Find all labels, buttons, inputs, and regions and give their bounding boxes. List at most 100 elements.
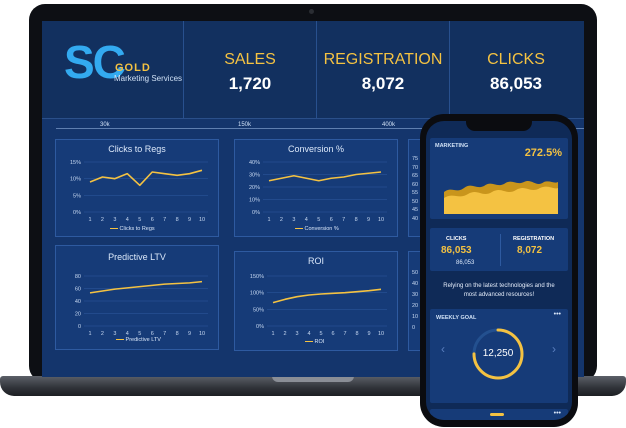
x-tick-label: 4	[305, 217, 308, 223]
y-tick-label: 70	[412, 164, 419, 171]
x-tick-label: 7	[342, 217, 345, 223]
laptop-hinge-notch	[272, 376, 354, 382]
y-tick-label: 40	[412, 215, 419, 222]
registration-value: 8,072	[361, 74, 405, 93]
chart-title: Conversion %	[287, 144, 345, 154]
y-tick-label: 0%	[256, 324, 264, 330]
x-tick-label: 9	[367, 331, 370, 337]
series-line	[268, 171, 382, 182]
scale-label: 30k	[100, 122, 110, 128]
x-tick-label: 8	[176, 217, 179, 223]
chart-legend: Clicks to Regs	[110, 226, 155, 232]
chart-panel-predictive-ltv: Predictive LTV 80 60 40 20 0 1 2 3 4 5 6 7 8 9 10 Pred…	[55, 245, 219, 350]
y-tick-label: 20	[412, 303, 419, 309]
chart-title: Predictive LTV	[108, 252, 166, 262]
brand-logo-initials: SC	[64, 36, 126, 88]
phone-notch	[466, 119, 532, 131]
legend-swatch	[305, 341, 313, 343]
x-tick-label: 5	[138, 217, 141, 223]
y-tick-label: 60	[75, 287, 81, 293]
x-tick-label: 8	[355, 331, 358, 337]
x-tick-label: 9	[188, 331, 191, 337]
header-divider	[183, 21, 184, 118]
x-tick-label: 2	[101, 217, 104, 223]
weekly-goal-card: WEEKLY GOAL ••• ‹ › 12,250	[430, 309, 568, 403]
area-series-front	[444, 186, 558, 214]
y-tick-label: 10%	[70, 177, 81, 183]
phone-registration-label: REGISTRATION	[513, 236, 555, 242]
camera	[309, 9, 314, 14]
conversion-chart: 40% 30% 20% 10% 0% 1 2 3 4 5 6 7 8 9 10	[249, 160, 387, 223]
phone-message: Relying on the latest technologies and t…	[443, 283, 555, 298]
chart-legend: ROI	[305, 339, 324, 345]
x-tick-label: 3	[113, 217, 116, 223]
chart-legend: Predictive LTV	[116, 337, 161, 343]
x-tick-label: 6	[151, 331, 154, 337]
chart-legend: Conversion %	[295, 226, 339, 232]
x-tick-label: 8	[355, 217, 358, 223]
chart-panel-roi: ROI 150% 100% 50% 0% 1 2 3 4 5 6 7 8 9 10 ROI	[234, 251, 398, 351]
chevron-left-icon[interactable]: ‹	[441, 342, 445, 356]
x-tick-label: 6	[330, 217, 333, 223]
y-tick-label: 20	[75, 312, 81, 318]
y-tick-label: 0	[412, 325, 416, 331]
y-tick-label: 40	[75, 299, 81, 305]
brand-logo-gold: GOLD	[115, 62, 151, 74]
phone-registration-value: 8,072	[517, 245, 543, 256]
phone-sub-value: 86,053	[456, 260, 475, 266]
series-line	[272, 288, 382, 304]
y-tick-label: 40%	[249, 160, 260, 166]
x-tick-label: 4	[126, 217, 129, 223]
series-line	[89, 169, 203, 187]
clicks-to-regs-chart: 15% 10% 5% 0% 1 2 3 4 5 6 7 8 9 10	[70, 160, 208, 223]
x-tick-label: 8	[176, 331, 179, 337]
scale-label: 150k	[238, 122, 252, 128]
clicks-value: 86,053	[490, 74, 542, 93]
more-icon[interactable]: •••	[553, 410, 561, 417]
x-tick-label: 7	[343, 331, 346, 337]
x-tick-label: 2	[283, 331, 286, 337]
legend-label: Conversion %	[304, 226, 339, 232]
y-tick-label: 80	[75, 274, 81, 280]
x-tick-label: 9	[188, 217, 191, 223]
x-tick-label: 5	[138, 331, 141, 337]
legend-swatch	[295, 228, 303, 230]
weekly-goal-label: WEEKLY GOAL	[436, 315, 477, 321]
x-tick-label: 1	[88, 217, 91, 223]
x-tick-label: 3	[292, 217, 295, 223]
scale-label: 400k	[382, 122, 396, 128]
y-tick-label: 5%	[73, 193, 81, 199]
x-tick-label: 10	[378, 331, 384, 337]
next-card: •••	[430, 409, 568, 420]
chevron-right-icon[interactable]: ›	[552, 342, 556, 356]
y-tick-label: 50%	[253, 307, 264, 313]
x-tick-label: 4	[126, 331, 129, 337]
header-divider	[449, 21, 450, 118]
phone-clicks-value: 86,053	[441, 245, 472, 256]
x-tick-label: 3	[113, 331, 116, 337]
legend-label: Clicks to Regs	[119, 226, 155, 232]
marketing-value: 272.5%	[524, 147, 562, 159]
x-tick-label: 10	[199, 331, 205, 337]
weekly-goal-ring	[472, 328, 524, 380]
card-divider	[500, 234, 501, 266]
y-tick-label: 45	[412, 207, 419, 213]
x-tick-label: 7	[163, 217, 166, 223]
y-tick-label: 60	[412, 181, 419, 188]
x-tick-label: 9	[367, 217, 370, 223]
y-tick-label: 150%	[250, 274, 264, 280]
predictive-ltv-chart: 80 60 40 20 0 1 2 3 4 5 6 7 8 9 10	[75, 274, 208, 337]
series-line	[89, 280, 203, 294]
chart-title: ROI	[307, 256, 324, 266]
x-tick-label: 1	[267, 217, 270, 223]
x-tick-label: 1	[88, 331, 91, 337]
chart-title: Clicks to Regs	[108, 144, 166, 154]
more-icon[interactable]: •••	[553, 311, 561, 318]
chart-panel-conversion: Conversion % 40% 30% 20% 10% 0% 1 2 3 4 5 6 7 8 9 10 C…	[234, 139, 398, 237]
y-tick-label: 0	[78, 324, 81, 330]
legend-swatch	[116, 339, 124, 341]
x-tick-label: 10	[378, 217, 384, 223]
x-tick-label: 3	[295, 331, 298, 337]
x-tick-label: 2	[280, 217, 283, 223]
x-tick-label: 6	[151, 217, 154, 223]
